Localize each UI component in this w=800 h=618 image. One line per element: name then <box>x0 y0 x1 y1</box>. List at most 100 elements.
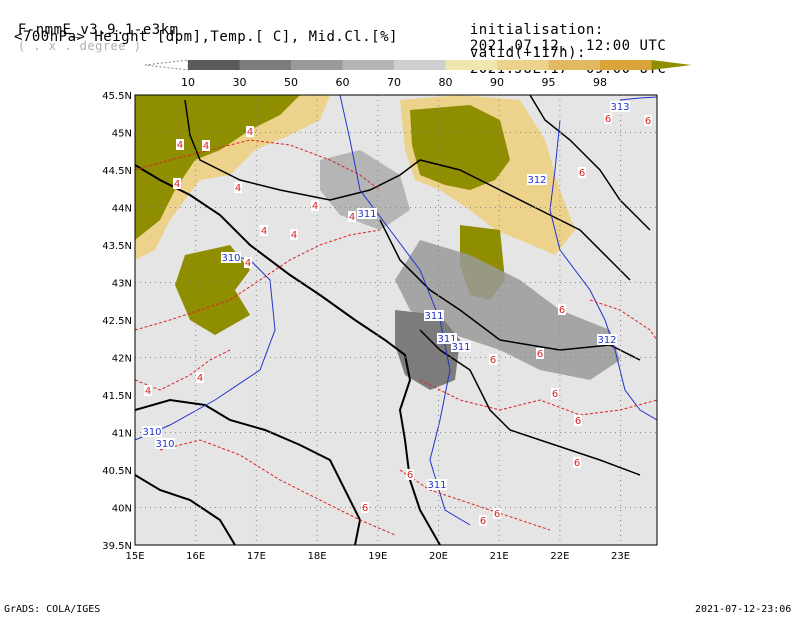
height-label: 311 <box>357 209 376 220</box>
temp-contour <box>135 229 381 331</box>
colorbar-segment <box>445 60 497 70</box>
temp-label-bg <box>551 388 559 399</box>
temp-label-bg <box>202 140 210 151</box>
height-label: 310 <box>221 253 240 264</box>
colorbar-segment <box>600 60 652 70</box>
lat-label: 45.5N <box>102 91 132 102</box>
lon-label: 21E <box>490 551 509 562</box>
lat-label: 41.5N <box>102 391 132 402</box>
height-label: 310 <box>155 439 174 450</box>
colorbar-label: 90 <box>490 76 504 89</box>
lon-axis-labels: 15E 16E 17E 18E 19E 20E 21E 22E 23E <box>125 551 630 562</box>
border-line-4 <box>529 95 651 231</box>
temp-label: 4 <box>245 258 251 269</box>
temp-label: 4 <box>197 373 203 384</box>
lat-label: 43.5N <box>102 241 132 252</box>
temp-label: 6 <box>579 168 585 179</box>
temp-label: 4 <box>203 141 209 152</box>
height-label-bg <box>427 479 447 490</box>
height-label: 312 <box>597 335 616 346</box>
temp-label-bg <box>604 113 612 124</box>
temp-label-bg <box>536 348 544 359</box>
colorbar-left-arrow <box>144 59 189 71</box>
temp-label: 6 <box>480 516 486 527</box>
temp-label-bg <box>493 508 501 519</box>
italy-coast-south <box>135 474 236 545</box>
colorbar-segment <box>239 60 291 70</box>
temp-label-bg <box>479 515 487 526</box>
units-hint: ( . x . degree ) <box>17 39 142 53</box>
height-label-bg <box>155 438 175 449</box>
temp-label: 6 <box>605 114 611 125</box>
temp-label: 6 <box>559 305 565 316</box>
colorbar-segment <box>342 60 394 70</box>
init-time: initialisation: 2021.07.12. 12:00 UTC <box>452 6 666 54</box>
temp-label: 6 <box>645 116 651 127</box>
temp-label: 6 <box>407 470 413 481</box>
colorbar-label: 70 <box>387 76 401 89</box>
temp-contour <box>419 379 657 416</box>
temp-label-bg <box>558 304 566 315</box>
model-name: F-nmmE_v3.9.1-e3km <box>17 22 179 38</box>
temp-label: 6 <box>490 355 496 366</box>
height-label: 311 <box>451 342 470 353</box>
temp-label-bg <box>290 229 298 240</box>
height-label: 312 <box>527 175 546 186</box>
temp-label-bg <box>361 502 369 513</box>
grid-lines <box>135 95 657 545</box>
height-contour <box>619 96 657 101</box>
temp-label-bg <box>176 139 184 150</box>
colorbar-label: 10 <box>181 76 195 89</box>
colorbar-label: 50 <box>284 76 298 89</box>
lat-label: 40N <box>112 504 132 515</box>
temp-label-bg <box>578 167 586 178</box>
height-label: 313 <box>610 102 629 113</box>
temp-label: 6 <box>552 389 558 400</box>
temp-label-bg <box>246 126 254 137</box>
height-label-bg <box>597 334 617 345</box>
border-line <box>184 99 631 281</box>
lat-label: 42.5N <box>102 316 132 327</box>
cloud-region-north-core <box>410 105 510 190</box>
temp-label-bg <box>173 178 181 189</box>
lon-label: 18E <box>308 551 327 562</box>
field-description: <700hPa> Height [dpm],Temp.[ C], Mid.Cl.… <box>14 29 398 45</box>
lon-label: 23E <box>611 551 630 562</box>
init-label: initialisation: <box>469 22 604 38</box>
model-title: F-nmmE_v3.9.1-e3km ( . x . degree ) <box>0 6 179 54</box>
colorbar-label: 30 <box>233 76 247 89</box>
colorbar-label: 80 <box>439 76 453 89</box>
height-label-bg <box>424 310 444 321</box>
temp-label-bg <box>234 182 242 193</box>
cloud-region-east <box>395 240 620 380</box>
temp-label-bg <box>348 211 356 222</box>
height-label: 310 <box>142 427 161 438</box>
temp-label-bg <box>311 200 319 211</box>
lat-label: 42N <box>112 354 132 365</box>
init-value: 2021.07.12. 12:00 UTC <box>469 38 667 54</box>
height-label: 311 <box>427 480 446 491</box>
temp-label-bg <box>244 257 252 268</box>
temp-label: 4 <box>235 183 241 194</box>
lon-label: 16E <box>186 551 205 562</box>
temp-label: 4 <box>312 201 318 212</box>
colorbar-label: 98 <box>593 76 607 89</box>
height-label-bg <box>142 426 162 437</box>
footer-credit: GrADS: COLA/IGES <box>4 604 101 615</box>
border-line-2 <box>379 219 641 361</box>
temp-label: 4 <box>247 127 253 138</box>
height-label-bg <box>357 208 377 219</box>
coastline <box>135 164 441 545</box>
temp-contour <box>399 469 551 531</box>
temp-label-bg <box>406 469 414 480</box>
lat-label: 45N <box>112 129 132 140</box>
temp-label: 6 <box>494 509 500 520</box>
lat-label: 44.5N <box>102 166 132 177</box>
colorbar-segment <box>497 60 549 70</box>
colorbar-segment <box>394 60 446 70</box>
height-label: 311 <box>437 334 456 345</box>
temp-label: 4 <box>177 140 183 151</box>
